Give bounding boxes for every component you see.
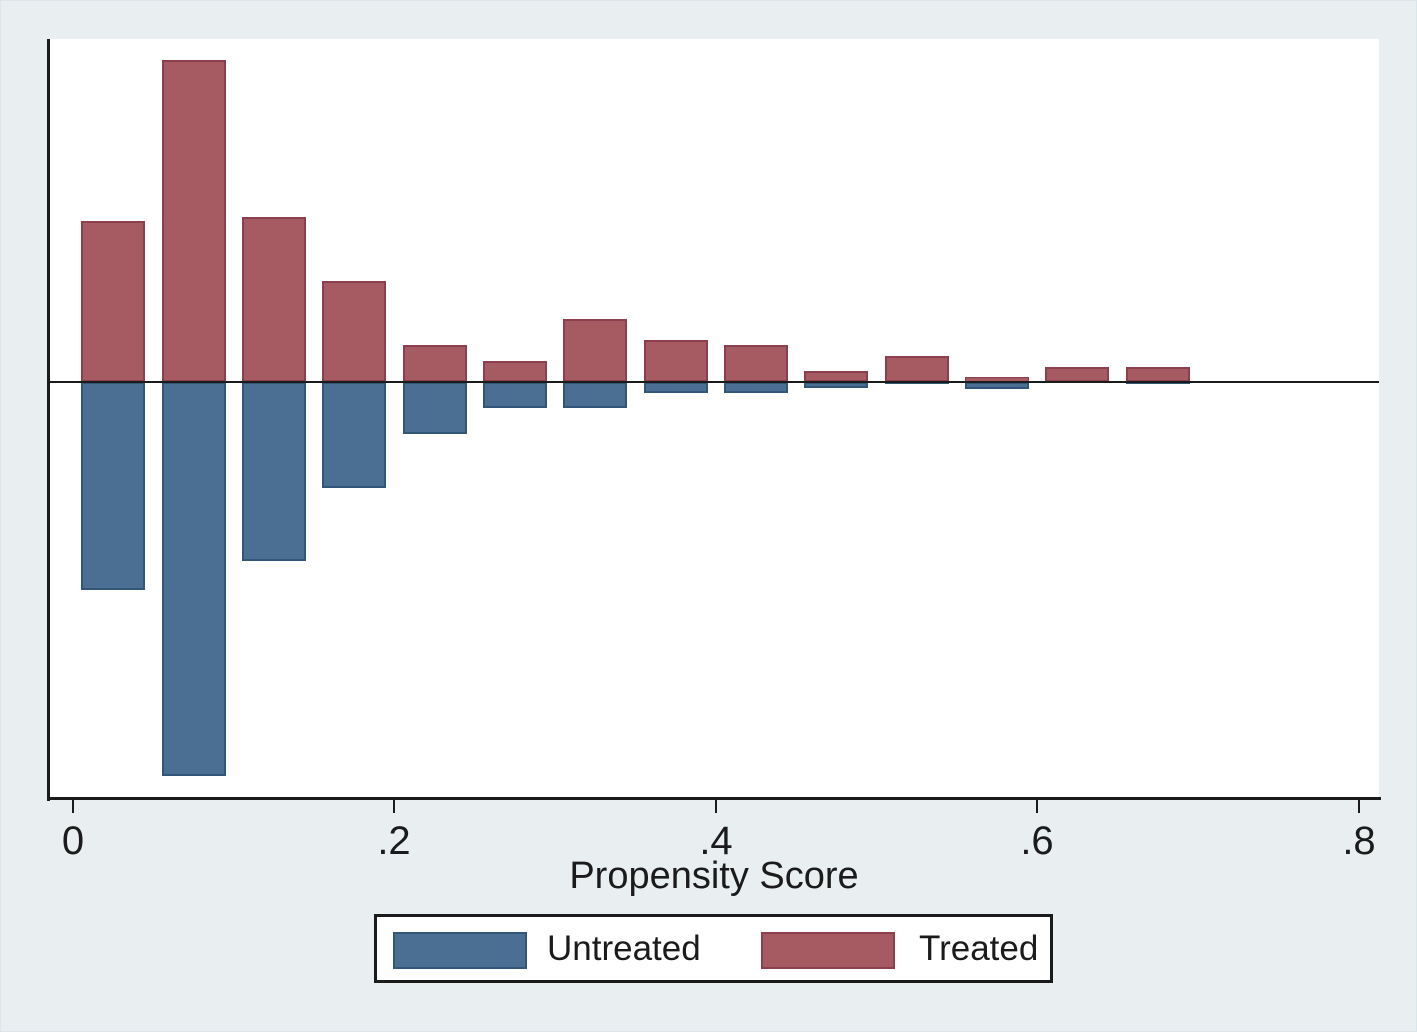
bar-treated xyxy=(1045,367,1109,382)
bar-treated xyxy=(322,281,386,382)
bar-untreated xyxy=(644,382,708,393)
bar-untreated xyxy=(322,382,386,488)
x-tick-mark xyxy=(72,800,74,813)
bar-treated xyxy=(644,340,708,382)
x-tick-mark xyxy=(393,800,395,813)
bar-treated xyxy=(1126,367,1190,382)
bar-treated xyxy=(563,319,627,382)
bar-untreated xyxy=(403,382,467,434)
x-tick-label: .8 xyxy=(1342,819,1376,863)
x-tick-label: .2 xyxy=(377,819,411,863)
untreated-swatch xyxy=(393,932,527,969)
treated-swatch xyxy=(761,932,895,969)
bar-treated xyxy=(242,217,306,382)
x-tick-label: .4 xyxy=(699,819,733,863)
bar-treated xyxy=(885,356,949,382)
bar-treated xyxy=(81,221,145,382)
x-tick-label: 0 xyxy=(61,819,85,863)
bar-treated xyxy=(162,60,226,382)
bar-untreated xyxy=(965,382,1029,389)
x-tick-mark xyxy=(1036,800,1038,813)
bar-untreated xyxy=(724,382,788,393)
bar-treated xyxy=(724,345,788,382)
bar-treated xyxy=(403,345,467,382)
x-tick-label: .6 xyxy=(1020,819,1054,863)
bar-untreated xyxy=(242,382,306,561)
x-axis-line xyxy=(47,797,1381,800)
x-tick-mark xyxy=(715,800,717,813)
x-axis-title: Propensity Score xyxy=(569,855,859,897)
bar-untreated xyxy=(483,382,547,408)
bar-untreated xyxy=(81,382,145,590)
bar-untreated xyxy=(162,382,226,776)
y-axis-line xyxy=(47,39,50,801)
treated-legend-label: Treated xyxy=(919,928,1039,968)
bar-treated xyxy=(483,361,547,382)
bar-untreated xyxy=(804,382,868,388)
zero-baseline xyxy=(49,381,1379,383)
bar-untreated xyxy=(563,382,627,408)
x-tick-mark xyxy=(1358,800,1360,813)
untreated-legend-label: Untreated xyxy=(547,928,701,968)
legend-box: Untreated Treated xyxy=(374,914,1053,983)
